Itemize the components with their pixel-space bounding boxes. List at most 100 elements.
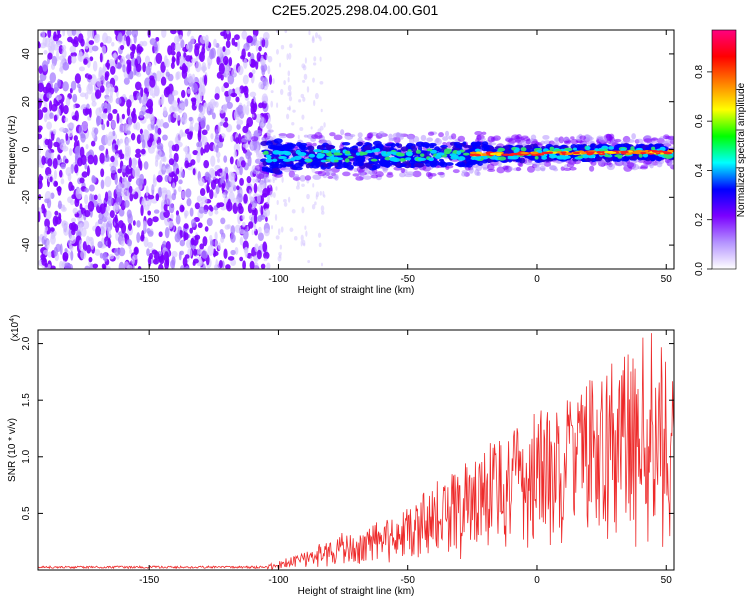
signal-halo-blob: [616, 161, 623, 167]
signal-halo-blob: [252, 133, 260, 137]
noise-speckle: [104, 134, 109, 145]
y-tick-label: -40: [21, 237, 32, 252]
signal-halo-blob: [560, 166, 565, 171]
noise-speckle: [179, 239, 186, 247]
noise-speckle: [210, 133, 214, 140]
x-axis-ticks: -150 -100 -50 0 50: [139, 330, 672, 586]
noise-speckle: [176, 71, 181, 80]
noise-speckle: [97, 218, 103, 225]
signal-peak-blob: [580, 151, 588, 155]
noise-speckle: [143, 204, 150, 211]
noise-speckle: [38, 65, 43, 74]
noise-speckle: [63, 224, 69, 236]
noise-speckle: [136, 92, 142, 101]
noise-speckle: [297, 134, 300, 140]
noise-speckle: [143, 178, 147, 186]
noise-speckle: [156, 175, 163, 183]
signal-halo-blob: [265, 135, 274, 142]
noise-speckle: [79, 222, 84, 233]
signal-halo-blob: [540, 140, 545, 145]
noise-speckle: [105, 265, 111, 269]
signal-core-blob: [605, 156, 611, 163]
signal-halo-blob: [481, 137, 486, 142]
noise-speckle: [226, 30, 230, 35]
noise-speckle: [214, 231, 218, 241]
noise-speckle: [139, 128, 143, 135]
noise-speckle: [261, 65, 265, 73]
noise-speckle: [216, 141, 224, 149]
signal-halo-blob: [558, 136, 565, 144]
noise-speckle: [197, 247, 202, 255]
signal-core-blob: [400, 146, 409, 152]
signal-highlight-blob: [436, 152, 445, 156]
plot-frame: [37, 329, 675, 571]
noise-speckle: [118, 123, 125, 134]
noise-speckle: [149, 38, 157, 46]
noise-speckle: [92, 263, 99, 269]
signal-halo-blob: [515, 166, 522, 172]
noise-speckle: [160, 76, 167, 86]
noise-speckle: [257, 215, 263, 222]
x-tick-label: -100: [268, 274, 288, 285]
noise-speckle: [81, 171, 88, 178]
signal-core-blob: [519, 157, 526, 164]
noise-speckle: [136, 46, 144, 53]
signal-highlight-blob: [344, 158, 350, 163]
noise-speckle: [168, 203, 175, 214]
y-tick-label: 40: [21, 48, 32, 60]
signal-highlight-blob: [371, 149, 377, 153]
noise-speckle: [71, 30, 77, 36]
noise-speckle: [53, 180, 58, 187]
noise-speckle: [98, 212, 104, 220]
noise-speckle: [234, 34, 240, 41]
noise-speckle: [286, 106, 291, 111]
signal-core-blob: [371, 165, 378, 171]
noise-speckle: [203, 209, 208, 215]
noise-speckle: [134, 81, 142, 91]
noise-speckle: [315, 191, 320, 198]
noise-speckle: [162, 134, 168, 141]
noise-speckle: [94, 249, 101, 256]
signal-core-blob: [650, 155, 656, 162]
noise-speckle: [130, 133, 136, 141]
noise-speckle: [233, 142, 240, 153]
noise-speckle: [46, 121, 52, 130]
signal-halo-blob: [445, 130, 450, 137]
signal-halo-blob: [553, 141, 560, 147]
noise-speckle: [171, 250, 178, 258]
noise-speckle: [140, 148, 146, 155]
noise-speckle: [184, 145, 189, 155]
noise-speckle: [242, 260, 246, 269]
noise-speckle: [233, 150, 237, 158]
signal-halo-blob: [525, 138, 531, 145]
noise-speckle: [64, 158, 69, 164]
noise-speckle: [152, 174, 156, 184]
noise-speckle: [175, 132, 182, 144]
noise-speckle: [91, 132, 96, 139]
noise-speckle: [251, 69, 256, 75]
signal-core-blob: [363, 162, 371, 168]
noise-speckle: [44, 198, 50, 204]
signal-halo-blob: [626, 139, 635, 143]
signal-halo-blob: [412, 170, 422, 178]
signal-core-blob: [413, 162, 422, 168]
signal-core-blob: [317, 145, 324, 150]
signal-core-blob: [266, 162, 273, 166]
noise-speckle: [258, 226, 262, 234]
noise-speckle: [72, 40, 79, 48]
noise-speckle: [201, 250, 208, 259]
signal-highlight-blob: [415, 149, 422, 154]
signal-peak-blob: [651, 150, 659, 153]
noise-speckle: [313, 56, 317, 62]
noise-speckle: [147, 194, 155, 200]
noise-speckle: [246, 35, 253, 44]
noise-speckle: [106, 205, 110, 212]
noise-speckle: [234, 224, 242, 233]
noise-speckle: [106, 83, 114, 92]
noise-speckle: [98, 106, 103, 113]
noise-speckle: [189, 227, 194, 234]
signal-core-blob: [379, 162, 388, 167]
noise-speckle: [298, 99, 302, 103]
noise-speckle: [213, 191, 218, 199]
